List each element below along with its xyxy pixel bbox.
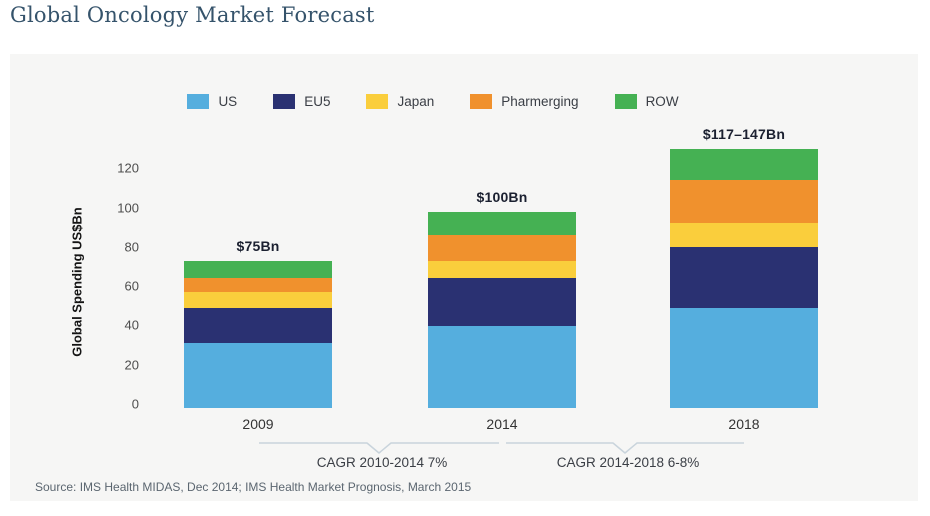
bar-2018-segment-row — [670, 148, 818, 181]
cagr-annotation-2: CAGR 2014-2018 6-8% — [556, 455, 700, 470]
bar-2018-segment-eu5 — [670, 246, 818, 308]
bar-2018-segment-pharmerging — [670, 180, 818, 224]
cagr-brace-2 — [506, 442, 744, 454]
bar-total-label-2014: $100Bn — [476, 188, 528, 205]
y-tick-80: 80 — [124, 239, 139, 255]
bar-2018-segment-japan — [670, 223, 818, 247]
y-tick-20: 20 — [124, 357, 139, 373]
x-axis-label-2018: 2018 — [728, 416, 760, 432]
chart-panel: US EU5 Japan Pharmerging ROW Global Spending… — [10, 54, 918, 501]
bar-2018 — [670, 148, 818, 408]
legend-swatch-pharmerging — [470, 94, 493, 109]
legend-label-japan: Japan — [397, 94, 435, 109]
legend-item-us: US — [187, 94, 237, 109]
bar-2009-segment-eu5 — [184, 307, 332, 344]
y-tick-0: 0 — [131, 396, 139, 412]
bar-2014-segment-us — [428, 325, 576, 408]
bar-2014-segment-row — [428, 211, 576, 236]
x-axis-label-2009: 2009 — [242, 416, 274, 432]
bar-2009-segment-us — [184, 343, 332, 408]
bar-total-label-2018: $117–147Bn — [702, 125, 786, 142]
cagr-brace-1 — [259, 442, 499, 454]
legend-swatch-us — [187, 94, 210, 109]
bar-2009 — [184, 260, 332, 408]
source-note: Source: IMS Health MIDAS, Dec 2014; IMS … — [35, 480, 472, 494]
legend-swatch-eu5 — [273, 94, 296, 109]
legend-label-pharmerging: Pharmerging — [501, 94, 579, 109]
legend-swatch-row — [614, 94, 637, 109]
legend-item-pharmerging: Pharmerging — [470, 94, 579, 109]
legend-label-us: US — [218, 94, 238, 109]
bar-total-label-2009: $75Bn — [236, 237, 280, 254]
bar-2009-segment-row — [184, 260, 332, 279]
legend-label-eu5: EU5 — [304, 94, 331, 109]
chart-legend: US EU5 Japan Pharmerging ROW — [10, 94, 856, 109]
bar-2009-segment-japan — [184, 292, 332, 308]
y-axis-title: Global Spending US$Bn — [69, 207, 85, 357]
bar-2014-segment-eu5 — [428, 278, 576, 326]
legend-item-row: ROW — [614, 94, 679, 109]
x-axis-label-2014: 2014 — [486, 416, 518, 432]
y-tick-100: 100 — [117, 200, 139, 215]
bar-2018-segment-us — [670, 307, 818, 408]
y-tick-120: 120 — [117, 160, 139, 176]
legend-item-eu5: EU5 — [273, 94, 330, 109]
legend-item-japan: Japan — [366, 94, 434, 109]
bar-2009-segment-pharmerging — [184, 278, 332, 293]
page-title: Global Oncology Market Forecast — [10, 3, 375, 27]
bar-2014-segment-pharmerging — [428, 235, 576, 261]
bar-2014-segment-japan — [428, 260, 576, 279]
cagr-annotation-1: CAGR 2010-2014 7% — [316, 455, 448, 470]
y-tick-60: 60 — [124, 278, 139, 294]
legend-swatch-japan — [366, 94, 389, 109]
y-tick-40: 40 — [124, 317, 139, 333]
legend-label-row: ROW — [645, 94, 679, 109]
bar-2014 — [428, 211, 576, 408]
